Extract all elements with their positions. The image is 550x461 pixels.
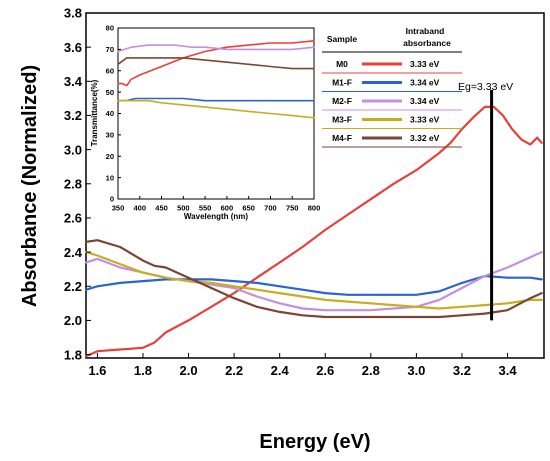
inset-x-tick-label: 600 [221, 204, 234, 213]
inset-x-tick-label: 650 [242, 204, 255, 213]
inset-series-line-m2-f [117, 44, 315, 53]
inset-y-tick-label: 30 [106, 131, 114, 140]
main-series-line-m1-f [84, 274, 543, 296]
inset-x-tick-label: 350 [112, 204, 125, 213]
inset-x-tick-label: 450 [155, 204, 168, 213]
main-y-tick-label: 3.8 [64, 6, 82, 21]
main-x-tick-label: 2.8 [362, 363, 380, 378]
main-y-tick-label: 3.0 [64, 142, 82, 157]
legend-table: Sample Intraband absorbance M0 3.33 eV M1-… [322, 26, 462, 148]
inset-axis-ticks: 350 400 450 500 550 600 650 700 750 800 0 10 20 30 40 5… [106, 24, 321, 213]
legend-header-intraband: Intraband [406, 26, 445, 36]
inset-x-tick-label: 750 [286, 204, 299, 213]
main-x-tick-label: 2.2 [225, 363, 243, 378]
main-axis-ticks: 1.6 1.8 2.0 2.2 2.4 2.6 2.8 3.0 3.2 3.4 1.8 2.0 2.2 2… [64, 6, 517, 378]
inset-x-tick-label: 500 [177, 204, 190, 213]
main-x-tick-label: 2.6 [316, 363, 334, 378]
legend-row-value: 3.34 eV [410, 78, 440, 88]
inset-y-tick-label: 20 [106, 152, 114, 161]
legend-row-value: 3.32 eV [410, 133, 440, 143]
main-y-tick-label: 2.6 [64, 211, 82, 226]
inset-x-tick-label: 700 [264, 204, 277, 213]
inset-y-tick-label: 80 [106, 24, 114, 33]
inset-series-line-m4-f [117, 57, 315, 70]
legend-rows: M0 3.33 eV M1-F 3.34 eV M2-F 3.34 eV M3-F 3.33 … [322, 59, 462, 148]
inset-y-tick-label: 70 [106, 45, 114, 54]
main-x-tick-label: 1.8 [134, 363, 152, 378]
legend-row-sample: M0 [336, 59, 348, 69]
main-x-tick-label: 2.0 [179, 363, 197, 378]
main-y-tick-label: 2.4 [64, 245, 83, 260]
main-y-tick-label: 3.4 [64, 74, 83, 89]
legend-row-value: 3.33 eV [410, 59, 440, 69]
main-y-tick-label: 2.8 [64, 176, 82, 191]
inset-series-line-m3-f [117, 99, 315, 119]
inset-y-tick-label: 40 [106, 109, 114, 118]
main-y-tick-label: 3.6 [64, 40, 82, 55]
inset-y-tick-label: 50 [106, 88, 114, 97]
main-y-tick-label: 2.0 [64, 313, 82, 328]
legend-row-sample: M3-F [332, 115, 352, 125]
inset-y-axis-title: Transmittance(%) [90, 79, 99, 146]
inset-background [118, 28, 314, 199]
main-series-group [84, 105, 543, 358]
main-x-tick-label: 3.2 [453, 363, 471, 378]
main-y-tick-label: 3.2 [64, 108, 82, 123]
main-series-line-m0 [84, 105, 543, 358]
main-plot-frame [85, 12, 545, 359]
legend-header-sample: Sample [327, 34, 358, 44]
inset-series-group [117, 40, 315, 119]
main-series-line-m3-f [84, 251, 543, 310]
main-x-axis-title: Energy (eV) [259, 431, 370, 453]
legend-row-sample: M1-F [332, 78, 352, 88]
inset-x-tick-label: 800 [308, 204, 321, 213]
legend-row-sample: M4-F [332, 133, 352, 143]
main-x-tick-label: 1.6 [88, 363, 106, 378]
legend-row-sample: M2-F [332, 96, 352, 106]
band-gap-label: Eg=3.33 eV [458, 81, 513, 93]
main-x-tick-label: 3.4 [499, 363, 518, 378]
legend-header-absorbance: absorbance [403, 38, 451, 48]
inset-series-line-m1-f [117, 97, 315, 102]
legend-row-value: 3.34 eV [410, 96, 440, 106]
inset-y-tick-label: 0 [110, 195, 114, 204]
inset-x-axis-title: Wavelength (nm) [184, 212, 248, 221]
inset-x-tick-label: 550 [199, 204, 212, 213]
inset-x-tick-label: 400 [134, 204, 147, 213]
main-x-tick-label: 3.0 [407, 363, 425, 378]
main-x-tick-label: 2.4 [271, 363, 290, 378]
main-y-axis-title: Absorbance (Normalized) [19, 65, 41, 307]
inset-y-tick-label: 10 [106, 173, 114, 182]
main-series-line-m4-f [84, 239, 543, 319]
main-y-tick-label: 1.8 [64, 347, 82, 362]
legend-row-value: 3.33 eV [410, 115, 440, 125]
inset-y-tick-label: 60 [106, 66, 114, 75]
main-y-tick-label: 2.2 [64, 279, 82, 294]
